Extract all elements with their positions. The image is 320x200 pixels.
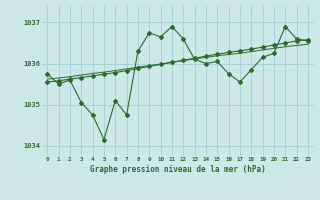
X-axis label: Graphe pression niveau de la mer (hPa): Graphe pression niveau de la mer (hPa): [90, 165, 266, 174]
